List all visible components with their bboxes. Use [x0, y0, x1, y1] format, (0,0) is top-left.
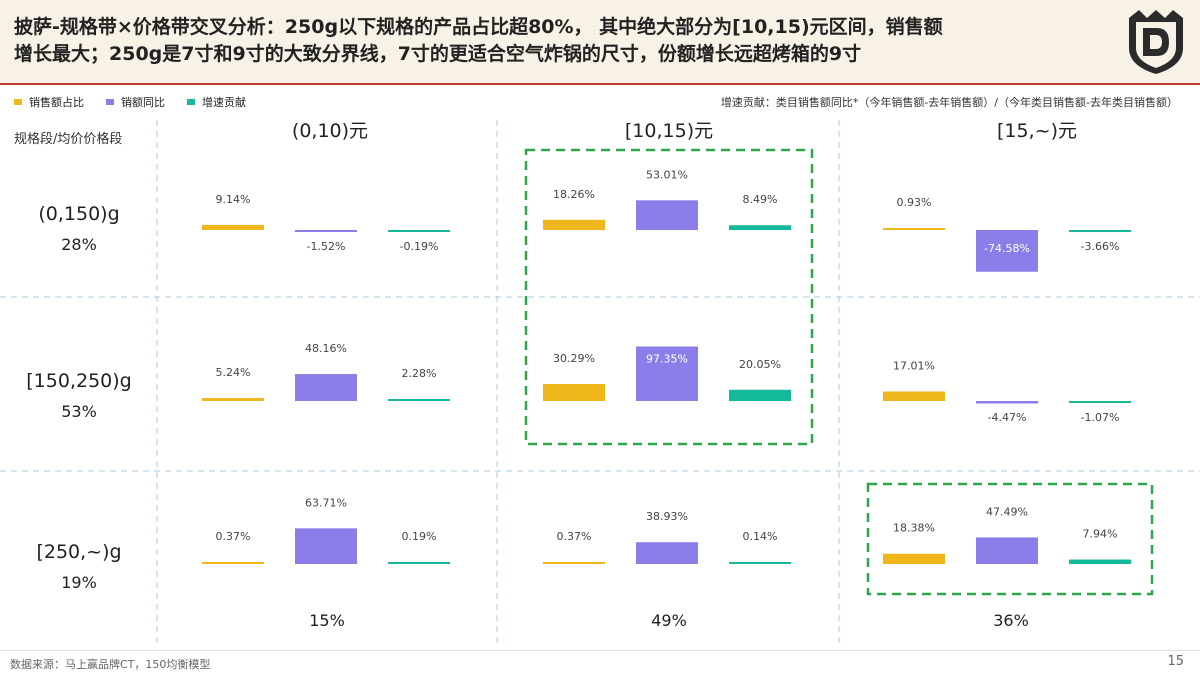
data-label-r1-c1-share: 30.29% — [553, 352, 595, 365]
bar-r0-c2-contrib — [1069, 230, 1131, 233]
legend-swatch-share — [14, 99, 22, 105]
bar-r2-c2-share — [883, 553, 945, 564]
bar-r0-c1-contrib — [729, 225, 791, 230]
row-label-150-250: [150,250)g 53% — [14, 370, 144, 421]
data-label-r1-c0-share: 5.24% — [216, 366, 251, 379]
row-label-250-up: [250,~)g 19% — [14, 541, 144, 592]
data-source: 数据来源：马上赢品牌CT，150均衡模型 — [10, 658, 211, 671]
bar-r0-c1-share — [543, 219, 605, 230]
data-label-r1-c2-yoy: -4.47% — [988, 411, 1027, 424]
bar-r1-c1-share — [543, 384, 605, 401]
legend-swatch-yoy — [106, 99, 114, 105]
bar-r1-c2-share — [883, 391, 945, 401]
data-label-r1-c0-contrib: 2.28% — [402, 367, 437, 380]
column-header-10-15: [10,15)元 — [624, 120, 714, 142]
row-range-150-250: [150,250)g — [26, 370, 132, 392]
row-range-250-up: [250,~)g — [36, 541, 122, 563]
data-label-r2-c0-contrib: 0.19% — [402, 530, 437, 543]
data-label-r0-c0-yoy: -1.52% — [307, 240, 346, 253]
data-label-r0-c2-yoy: -74.58% — [984, 242, 1030, 255]
legend-item-contrib: 增速贡献 — [187, 94, 246, 110]
legend-label-share: 销售额占比 — [29, 96, 84, 109]
column-share-15-up: 36% — [993, 611, 1029, 630]
data-label-r1-c2-contrib: -1.07% — [1081, 411, 1120, 424]
bar-r1-c0-contrib — [388, 399, 450, 401]
bar-r0-c2-share — [883, 228, 945, 230]
title-line-1: 披萨-规格带×价格带交叉分析：250g以下规格的产品占比超80%， 其中绝大部分… — [14, 16, 943, 38]
bar-r2-c0-yoy — [295, 528, 357, 564]
data-label-r2-c2-contrib: 7.94% — [1083, 528, 1118, 541]
definition-note: 增速贡献：类目销售额同比*（今年销售额-去年销售额）/（今年类目销售额-去年类目… — [720, 96, 1178, 109]
bar-r1-c1-contrib — [729, 389, 791, 401]
bar-r1-c1-yoy — [636, 346, 698, 401]
highlight-box-2-2 — [866, 482, 1154, 596]
row-header-title: 规格段/均价价格段 — [14, 132, 123, 147]
row-share-250-up: 19% — [61, 573, 97, 592]
header-divider — [0, 83, 1200, 85]
footer-divider — [0, 650, 1200, 651]
data-label-r2-c0-share: 0.37% — [216, 530, 251, 543]
shield-d-logo-icon — [1129, 10, 1183, 74]
bar-r1-c2-yoy — [976, 401, 1038, 404]
bar-r1-c2-contrib — [1069, 401, 1131, 403]
data-label-r0-c1-contrib: 8.49% — [743, 193, 778, 206]
row-share-150-250: 53% — [61, 402, 97, 421]
row-label-0-150: (0,150)g 28% — [14, 203, 144, 254]
bar-r2-c1-contrib — [729, 562, 791, 564]
highlight-box-0-1 — [524, 148, 814, 446]
data-label-r1-c0-yoy: 48.16% — [305, 342, 347, 355]
bar-r1-c0-share — [202, 398, 264, 401]
bar-r0-c1-yoy — [636, 200, 698, 230]
data-label-r1-c1-contrib: 20.05% — [739, 358, 781, 371]
page-number: 15 — [1167, 654, 1184, 669]
legend-label-yoy: 销额同比 — [121, 96, 165, 109]
data-label-r2-c0-yoy: 63.71% — [305, 496, 347, 509]
legend-swatch-contrib — [187, 99, 195, 105]
row-share-0-150: 28% — [61, 235, 97, 254]
bar-r0-c0-contrib — [388, 230, 450, 232]
bar-r2-c2-yoy — [976, 537, 1038, 564]
row-range-0-150: (0,150)g — [38, 203, 120, 225]
data-label-r0-c2-contrib: -3.66% — [1081, 240, 1120, 253]
legend-item-share: 销售额占比 — [14, 94, 84, 110]
data-label-r1-c1-yoy: 97.35% — [646, 352, 688, 365]
column-share-0-10: 15% — [309, 611, 345, 630]
bar-r2-c2-contrib — [1069, 559, 1131, 564]
legend-item-yoy: 销额同比 — [106, 94, 165, 110]
column-header-15-up: [15,~)元 — [997, 120, 1077, 142]
column-header-0-10: (0,10)元 — [291, 120, 369, 142]
data-label-r2-c2-share: 18.38% — [893, 522, 935, 535]
legend-label-contrib: 增速贡献 — [202, 96, 246, 109]
column-share-10-15: 49% — [651, 611, 687, 630]
data-label-r2-c1-yoy: 38.93% — [646, 510, 688, 523]
data-label-r0-c0-contrib: -0.19% — [400, 240, 439, 253]
bar-r2-c1-yoy — [636, 542, 698, 564]
data-label-r1-c2-share: 17.01% — [893, 359, 935, 372]
data-label-r0-c1-yoy: 53.01% — [646, 168, 688, 181]
bar-r2-c0-share — [202, 562, 264, 564]
data-label-r0-c1-share: 18.26% — [553, 188, 595, 201]
bar-r0-c0-yoy — [295, 230, 357, 232]
bar-r2-c0-contrib — [388, 562, 450, 564]
legend: 销售额占比 销额同比 增速贡献 — [14, 94, 268, 110]
data-label-r2-c1-contrib: 0.14% — [743, 530, 778, 543]
header-band: 披萨-规格带×价格带交叉分析：250g以下规格的产品占比超80%， 其中绝大部分… — [0, 0, 1200, 85]
page-title: 披萨-规格带×价格带交叉分析：250g以下规格的产品占比超80%， 其中绝大部分… — [14, 14, 1114, 68]
title-line-2: 增长最大；250g是7寸和9寸的大致分界线，7寸的更适合空气炸锅的尺寸，份额增长… — [14, 43, 862, 65]
bar-r1-c0-yoy — [295, 374, 357, 401]
bar-r0-c0-share — [202, 224, 264, 230]
data-label-r2-c2-yoy: 47.49% — [986, 505, 1028, 518]
bar-r0-c2-yoy — [976, 230, 1038, 272]
bar-r2-c1-share — [543, 562, 605, 564]
data-label-r0-c2-share: 0.93% — [897, 196, 932, 209]
data-label-r2-c1-share: 0.37% — [557, 530, 592, 543]
data-label-r0-c0-share: 9.14% — [216, 193, 251, 206]
